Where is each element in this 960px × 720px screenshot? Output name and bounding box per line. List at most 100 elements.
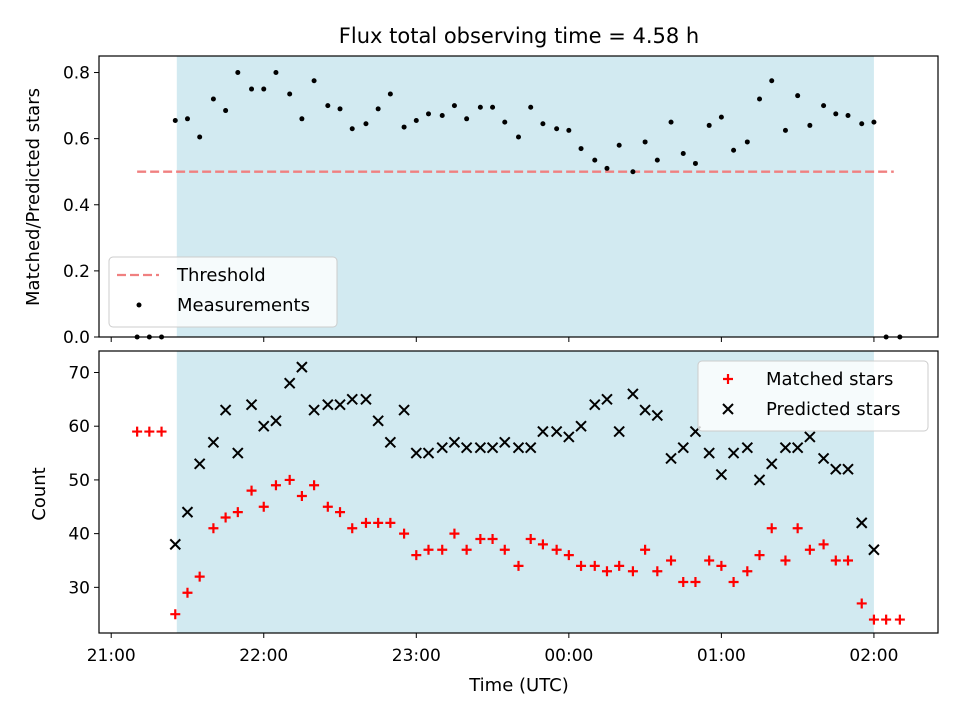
matched-stars-point	[666, 555, 677, 566]
top-legend-box	[108, 256, 338, 328]
top-frame	[98, 55, 939, 338]
matched-stars-point	[818, 539, 829, 550]
bottom-y-tick-label: 30	[68, 578, 90, 598]
matched-stars-point	[894, 614, 905, 625]
top-y-tick-label: 0.8	[63, 64, 90, 84]
measurement-point	[731, 147, 737, 153]
measurement-point	[642, 139, 648, 145]
predicted-stars-point	[410, 447, 423, 459]
predicted-stars-point	[346, 393, 358, 406]
measurement-point	[261, 86, 267, 92]
predicted-stars-point	[398, 404, 410, 416]
matched-stars-point	[258, 501, 269, 512]
measurement-point	[311, 78, 317, 84]
matched-stars-point	[792, 523, 803, 534]
predicted-stars-point	[817, 452, 830, 465]
measurement-point	[668, 119, 674, 125]
measurement-point	[769, 78, 775, 84]
bottom-x-tick-label: 21:00	[87, 646, 136, 666]
predicted-stars-point	[193, 458, 206, 470]
predicted-stars-point	[322, 399, 334, 411]
matched-stars-point	[208, 523, 219, 534]
bottom-legend-marker	[723, 374, 733, 384]
measurement-point	[223, 108, 229, 114]
top-y-tick-label: 0.2	[63, 262, 90, 282]
top-y-tick-label: 0.4	[63, 196, 90, 216]
predicted-stars-point	[589, 399, 601, 411]
top-y-tick-label: 0.0	[63, 328, 90, 348]
predicted-stars-point	[550, 425, 563, 438]
measurement-point	[235, 70, 241, 76]
bottom-y-tick-label: 70	[68, 363, 90, 383]
matched-stars-point	[589, 560, 600, 571]
measurement-point	[325, 103, 331, 109]
predicted-stars-point	[334, 399, 346, 411]
predicted-stars-point	[245, 399, 258, 411]
predicted-stars-point	[181, 506, 194, 518]
bottom-plot: 30 40 50 60 70 21:00 22:00 23:00 00:00 01:00 02:00…	[68, 350, 939, 666]
measurement-point	[172, 117, 178, 123]
measurement-point	[477, 104, 483, 110]
matched-stars-point	[475, 534, 486, 544]
predicted-stars-point	[372, 415, 384, 427]
matched-stars-point	[194, 571, 205, 582]
matched-stars-point	[525, 534, 536, 544]
predicted-stars-series	[169, 361, 880, 556]
measurement-point	[249, 86, 255, 92]
measurement-point	[692, 160, 698, 166]
measurements-series	[134, 70, 903, 340]
measurement-point	[299, 116, 305, 122]
bottom-x-tick-label: 00:00	[544, 646, 593, 666]
measurement-point	[464, 116, 470, 122]
predicted-stars-point	[422, 447, 435, 459]
matched-stars-series	[132, 426, 905, 625]
matched-stars-point	[144, 426, 155, 437]
top-legend-marker	[136, 302, 142, 308]
matched-stars-point	[360, 517, 371, 528]
predicted-stars-point	[665, 452, 677, 465]
measurement-point	[554, 126, 560, 132]
predicted-stars-point	[474, 441, 487, 454]
matched-stars-point	[220, 512, 231, 523]
matched-stars-point	[449, 528, 460, 539]
measurement-point	[349, 126, 355, 132]
measurement-point	[718, 114, 724, 120]
matched-stars-point	[335, 507, 346, 518]
bottom-legend-label: Predicted stars	[766, 399, 900, 420]
measurement-point	[375, 106, 381, 112]
matched-stars-point	[246, 485, 257, 496]
matched-stars-point	[232, 507, 243, 518]
measurement-point	[821, 103, 827, 109]
top-legend-label: Threshold	[176, 265, 266, 286]
measurement-point	[363, 121, 369, 127]
measurement-point	[616, 142, 622, 148]
matched-stars-point	[780, 555, 791, 566]
matched-stars-point	[347, 523, 358, 534]
predicted-stars-point	[512, 441, 525, 454]
predicted-stars-point	[384, 436, 397, 449]
measurement-point	[566, 127, 572, 133]
measurement-point	[578, 146, 584, 152]
bottom-legend-box	[697, 360, 929, 432]
top-plot: 0.0 0.2 0.4 0.6 0.8 Threshold Measurements	[63, 55, 939, 348]
matched-stars-point	[614, 560, 625, 571]
bottom-legend: Matched stars Predicted stars	[697, 360, 929, 432]
predicted-stars-point	[448, 436, 461, 449]
measurement-point	[871, 119, 877, 125]
measurement-point	[795, 93, 801, 99]
predicted-stars-point	[804, 431, 816, 443]
measurement-point	[782, 127, 788, 133]
measurement-point	[744, 139, 750, 145]
predicted-stars-point	[575, 420, 587, 432]
matched-stars-point	[385, 517, 396, 528]
bottom-x-tick-label: 22:00	[239, 646, 288, 666]
predicted-stars-point	[830, 463, 842, 475]
predicted-stars-point	[258, 420, 270, 432]
matched-stars-point	[704, 555, 715, 566]
matched-stars-point	[690, 576, 701, 587]
x-axis-label: Time (UTC)	[468, 675, 569, 696]
predicted-stars-point	[601, 393, 613, 406]
matched-stars-point	[868, 614, 879, 625]
bottom-y-tick-label: 40	[68, 525, 90, 545]
